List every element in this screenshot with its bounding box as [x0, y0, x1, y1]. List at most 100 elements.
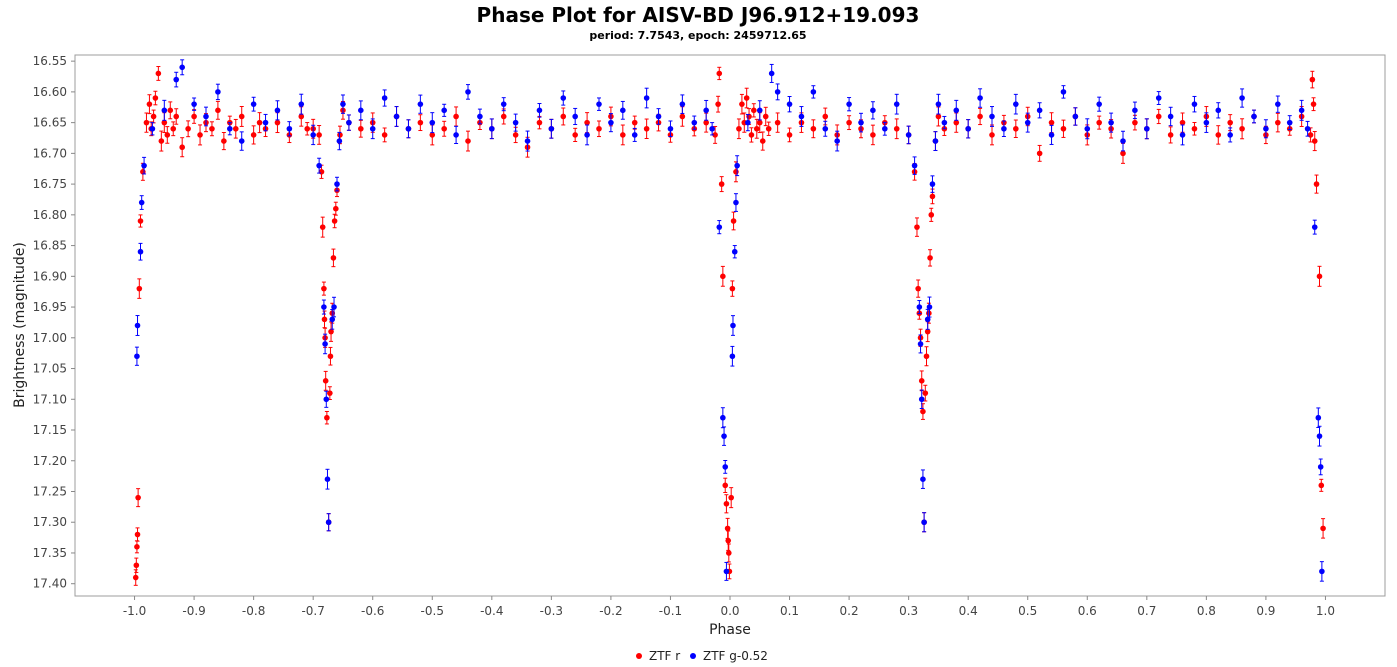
y-tick-label: 16.85 — [33, 239, 67, 253]
data-point — [429, 119, 436, 126]
data-point — [1072, 113, 1079, 120]
data-point — [1048, 119, 1055, 126]
data-point — [358, 107, 364, 114]
data-point — [1132, 107, 1138, 114]
data-point — [310, 132, 316, 138]
data-point — [232, 125, 239, 132]
data-point — [725, 537, 732, 544]
x-tick-label: 0.0 — [720, 604, 739, 618]
x-tick-label: -0.2 — [599, 604, 622, 618]
data-point — [935, 101, 942, 107]
data-point — [584, 132, 590, 138]
data-point — [441, 107, 447, 114]
data-point — [858, 119, 864, 126]
y-axis: 16.55 16.60 16.65 16.70 16.75 16.80 16.85 16.90… — [33, 54, 75, 591]
data-point — [417, 101, 424, 107]
data-point — [215, 107, 221, 114]
data-point — [926, 310, 932, 317]
data-point — [731, 248, 738, 255]
data-point — [141, 162, 147, 169]
data-point — [262, 119, 269, 126]
data-point — [369, 125, 376, 132]
data-point — [1315, 414, 1322, 421]
data-point — [953, 119, 960, 126]
data-point — [346, 119, 352, 126]
x-tick-label: -0.1 — [659, 604, 682, 618]
data-point — [729, 353, 736, 360]
data-point — [631, 119, 638, 126]
data-point — [1215, 107, 1222, 114]
data-point — [1001, 125, 1007, 132]
data-point — [137, 218, 144, 224]
data-point — [1263, 125, 1269, 132]
data-point — [1227, 119, 1233, 126]
data-point — [643, 125, 650, 132]
data-point — [893, 101, 900, 107]
data-point — [920, 476, 926, 482]
data-point — [324, 476, 331, 482]
y-tick-label: 17.35 — [33, 546, 67, 560]
data-point — [709, 125, 715, 132]
y-tick-label: 17.30 — [33, 515, 67, 529]
data-point — [340, 101, 346, 107]
data-point — [1013, 125, 1019, 132]
data-point — [703, 107, 709, 114]
x-tick-label: 0.1 — [780, 604, 799, 618]
data-point — [1309, 76, 1316, 83]
data-point — [734, 162, 740, 169]
data-point — [393, 113, 400, 120]
data-point — [477, 113, 483, 120]
x-tick-label: 0.2 — [840, 604, 859, 618]
data-point — [774, 119, 781, 126]
data-point — [810, 125, 817, 132]
data-point — [729, 285, 736, 292]
y-tick-label: 17.00 — [33, 331, 67, 345]
data-point — [1317, 464, 1324, 470]
data-point — [1060, 89, 1067, 95]
data-point — [164, 132, 171, 138]
data-point — [1036, 150, 1043, 157]
data-point — [536, 119, 543, 126]
data-point — [286, 125, 293, 132]
data-point — [321, 304, 327, 310]
data-point — [155, 70, 162, 77]
data-point — [953, 107, 960, 114]
data-point — [572, 132, 578, 138]
data-point — [655, 113, 662, 120]
data-point — [1096, 101, 1102, 107]
data-point — [720, 414, 726, 421]
data-point — [915, 285, 921, 292]
x-tick-label: 0.6 — [1078, 604, 1097, 618]
legend-label-ztf-r: ZTF r — [649, 649, 680, 663]
data-point — [911, 162, 918, 169]
data-point — [173, 76, 180, 83]
data-point — [321, 316, 328, 323]
data-point — [1179, 132, 1186, 138]
x-tick-label: 1.0 — [1316, 604, 1335, 618]
data-point — [1179, 119, 1186, 126]
data-point — [691, 119, 698, 126]
data-point — [136, 285, 143, 292]
data-point — [1120, 150, 1126, 157]
series-1 — [134, 59, 1325, 582]
data-point — [730, 218, 737, 224]
data-point — [512, 132, 519, 138]
data-point — [822, 113, 829, 120]
data-point — [337, 132, 343, 138]
data-point — [920, 408, 926, 415]
data-point — [465, 138, 471, 144]
data-point — [441, 125, 447, 132]
data-point — [298, 101, 305, 107]
y-tick-label: 16.95 — [33, 300, 67, 314]
data-point — [358, 125, 364, 132]
data-point — [810, 89, 817, 95]
data-point — [143, 119, 150, 126]
data-point — [134, 531, 141, 538]
data-point — [926, 304, 933, 310]
data-point — [134, 322, 141, 329]
data-point — [745, 119, 751, 126]
data-point — [152, 95, 159, 101]
data-point — [989, 132, 995, 138]
data-point — [1320, 525, 1326, 532]
data-point — [728, 494, 734, 501]
